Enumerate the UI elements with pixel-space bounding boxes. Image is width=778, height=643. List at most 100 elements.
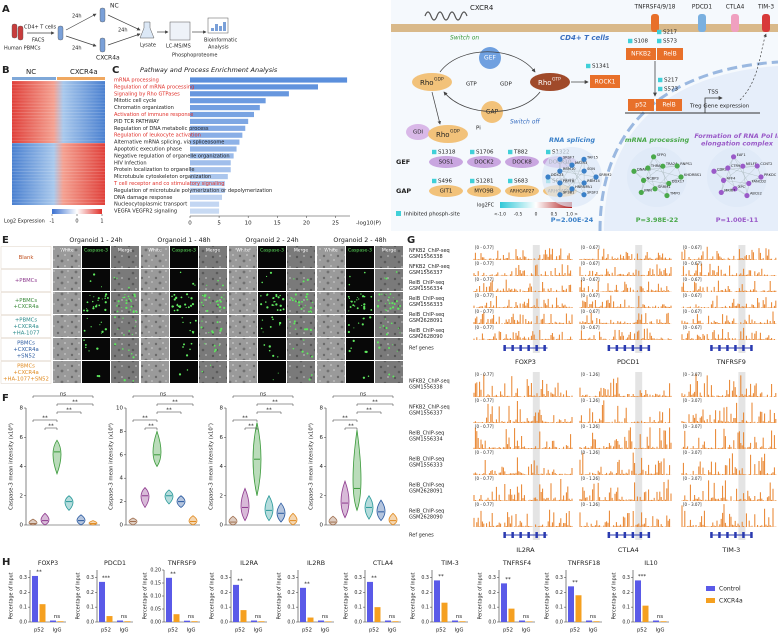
caspase-signal <box>104 328 108 331</box>
caspase-signal <box>384 277 386 279</box>
bar <box>190 91 289 97</box>
signal-track <box>681 280 777 292</box>
micrograph <box>111 292 139 314</box>
x-tick-label: IgG <box>320 628 329 634</box>
node-label: PRPF8 <box>563 179 575 183</box>
exon <box>527 345 530 351</box>
caspase-signal <box>176 309 179 312</box>
network-edge <box>559 165 573 184</box>
heatmap <box>12 143 105 205</box>
exon <box>718 345 721 351</box>
y-tick-label: 8 <box>320 406 324 412</box>
channel-label: Merge <box>118 248 133 254</box>
heatmap-texture <box>12 143 105 144</box>
y-tick-label: 0.05 <box>150 607 161 613</box>
violin <box>276 502 286 523</box>
caspase-signal <box>104 308 107 312</box>
caspase-signal <box>303 306 305 309</box>
highlight-region <box>532 372 540 540</box>
heatmap-texture <box>12 186 105 188</box>
micrograph <box>375 269 403 291</box>
caspase-signal <box>117 300 120 303</box>
phospho-site <box>586 63 591 69</box>
label: Bioinformatic <box>204 38 238 44</box>
caspase-signal <box>125 302 128 305</box>
caspase-signal <box>220 309 222 311</box>
caspase-signal <box>92 300 94 303</box>
caspase-signal <box>306 352 309 355</box>
heatmap-texture <box>12 189 105 191</box>
caspase-signal <box>303 328 307 331</box>
caspase-signal <box>348 349 351 353</box>
caspase-signal <box>186 369 189 371</box>
caspase-signal <box>356 297 358 299</box>
y-tick-label: 6 <box>320 435 324 441</box>
network-edge <box>583 159 597 178</box>
label: CD4+ T cells <box>24 25 57 31</box>
caspase-signal <box>182 321 184 324</box>
micrograph <box>258 246 286 268</box>
caspase-signal <box>187 306 190 309</box>
legend-tick-label: 1 <box>100 219 103 225</box>
caspase-signal <box>135 319 137 322</box>
micrograph <box>375 246 403 268</box>
node-label: RBM10 <box>563 167 576 171</box>
network-edge <box>723 166 743 181</box>
x-tick-label: p52 <box>570 628 580 634</box>
range-label: [0 - 0.77] <box>475 502 494 507</box>
term-label: Alternative mRNA splicing, via spliceoso… <box>114 140 224 146</box>
legend-tick-label: <-1.0 <box>494 212 506 218</box>
exon <box>726 345 729 351</box>
signal-track <box>681 311 777 324</box>
significance-label: *** <box>102 575 111 581</box>
significance-label: ns <box>60 392 66 398</box>
track-label: GSM2628091 <box>409 318 443 324</box>
y-axis-label: Percentage of Input <box>411 572 417 619</box>
exon <box>519 532 522 538</box>
micrograph <box>258 292 286 314</box>
network-halo <box>542 147 602 207</box>
violin <box>328 515 338 526</box>
caspase-signal <box>392 344 394 346</box>
label: GDP <box>500 82 512 88</box>
x-tick-label: p52 <box>235 628 245 634</box>
label: TIM-3 <box>757 5 774 11</box>
significance-bracket <box>32 395 94 398</box>
track-label: NFKB2_ChIP-seq <box>409 264 450 270</box>
caspase-signal <box>220 296 223 299</box>
network-node <box>758 174 764 180</box>
caspase-signal <box>347 324 350 326</box>
network-edge <box>727 167 736 189</box>
significance-label: ns <box>54 614 60 620</box>
exon <box>623 345 627 351</box>
bar <box>526 621 533 622</box>
signal-track <box>579 510 672 527</box>
significance-label: ** <box>572 580 578 586</box>
caspase-signal <box>117 303 119 305</box>
range-label: [0 - 0.77] <box>475 476 494 481</box>
y-axis-label: Caspase-3 mean intensity (x10⁶) <box>108 423 115 510</box>
caspase-signal <box>211 330 214 333</box>
x-tick-label: IgG <box>253 628 262 634</box>
caspase-signal <box>277 372 279 374</box>
micrograph <box>170 269 198 291</box>
arrow <box>65 35 97 47</box>
exon <box>503 345 506 351</box>
range-label: [0 - 0.67] <box>581 325 600 330</box>
term-label: Regulation of leukocyte activation <box>114 133 201 139</box>
label: RelB <box>662 102 675 109</box>
caspase-signal <box>382 325 385 327</box>
label: Switch off <box>510 119 540 126</box>
significance-bracket <box>356 411 382 414</box>
x-tick-label: IgG <box>588 628 597 634</box>
row-label: PBMCs <box>17 364 35 370</box>
caspase-signal <box>392 375 395 378</box>
y-axis-label: Percentage of Input <box>9 572 15 619</box>
range-label: [0 - 1.26] <box>581 450 600 455</box>
caspase-signal <box>308 310 310 313</box>
heatmap-texture <box>12 152 105 154</box>
exon <box>742 532 745 538</box>
violin <box>228 515 238 526</box>
label: GTP <box>466 82 477 88</box>
label: DOCK8 <box>512 160 532 166</box>
